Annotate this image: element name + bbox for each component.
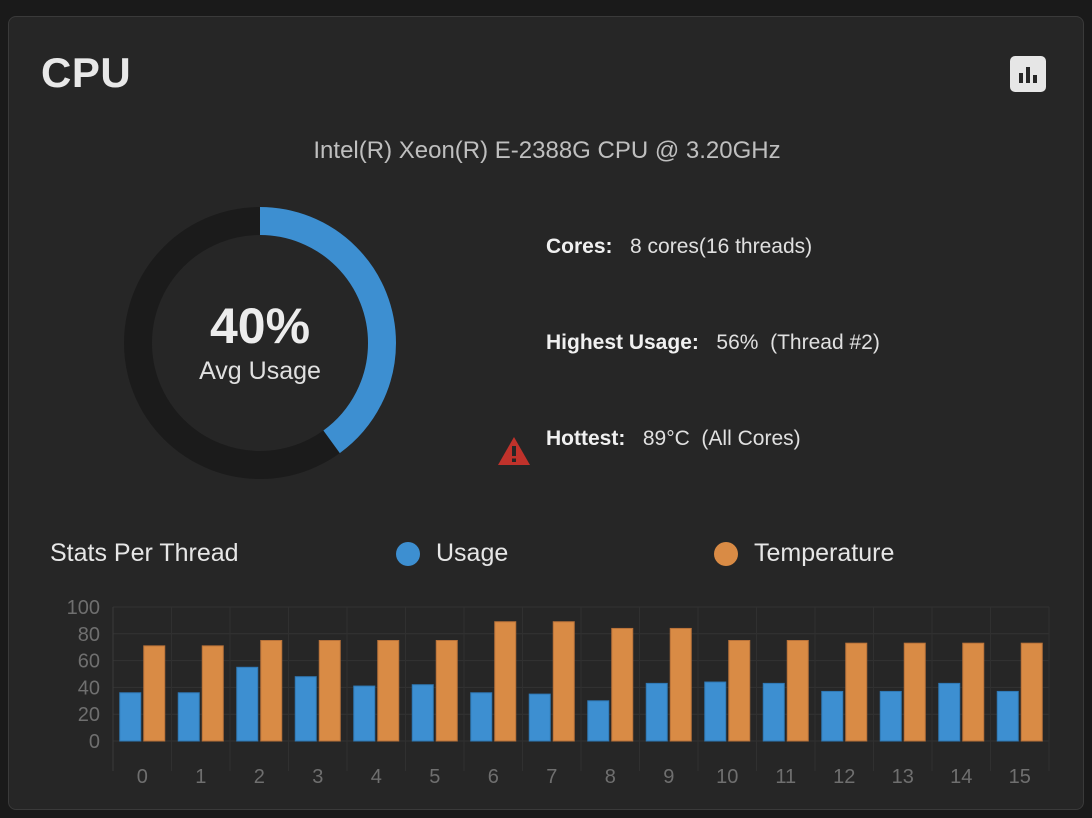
x-tick-label: 0: [137, 766, 148, 788]
bar-chart-icon[interactable]: [1010, 56, 1046, 92]
temperature-bar-7: [552, 621, 575, 742]
temperature-bar-3: [318, 640, 341, 742]
temperature-bar-9: [669, 627, 692, 742]
x-tick-label: 13: [892, 766, 914, 788]
temperature-bar-12: [845, 642, 868, 742]
temperature-bar-2: [260, 640, 283, 742]
x-tick-label: 5: [429, 766, 440, 788]
legend-temperature[interactable]: Temperature: [714, 539, 894, 568]
cores-label: Cores:: [546, 235, 613, 258]
y-tick-label: 100: [67, 597, 100, 619]
stats-per-thread-title: Stats Per Thread: [50, 539, 239, 567]
usage-bar-10: [704, 681, 727, 742]
temperature-bar-15: [1020, 642, 1043, 742]
legend-temperature-label: Temperature: [754, 539, 895, 567]
hottest-value: 89°C (All Cores): [642, 427, 801, 450]
temperature-bar-8: [611, 627, 634, 742]
temperature-bar-13: [903, 642, 926, 742]
x-tick-label: 11: [775, 766, 796, 788]
avg-usage-value: 40%: [209, 297, 311, 354]
x-tick-label: 3: [312, 766, 323, 788]
usage-bar-3: [294, 676, 317, 742]
gauge-arc: [124, 207, 396, 479]
legend-temperature-dot: [714, 541, 738, 566]
highest-usage-label: Highest Usage:: [546, 331, 699, 354]
x-tick-label: 10: [716, 766, 738, 788]
usage-bar-13: [879, 690, 902, 742]
usage-bar-5: [411, 684, 434, 742]
warning-triangle-icon: [498, 437, 530, 465]
x-tick-label: 12: [833, 766, 855, 788]
temperature-bar-5: [435, 640, 458, 742]
usage-bar-12: [821, 690, 844, 742]
temperature-bar-11: [786, 640, 809, 742]
x-tick-label: 4: [371, 766, 382, 788]
usage-bar-0: [119, 692, 142, 742]
highest-usage-row: Highest Usage: 56% (Thread #2): [546, 331, 880, 355]
x-tick-label: 7: [546, 766, 557, 788]
hottest-label: Hottest:: [546, 427, 626, 450]
usage-bar-4: [353, 685, 376, 742]
usage-bar-7: [528, 693, 551, 742]
temperature-bar-4: [377, 640, 400, 742]
legend-usage[interactable]: Usage: [396, 539, 508, 568]
cores-value: 8 cores(16 threads): [630, 235, 813, 258]
gauge-center: 40% Avg Usage: [124, 207, 396, 479]
usage-bar-8: [587, 700, 610, 742]
temperature-bar-14: [962, 642, 985, 742]
temperature-bar-6: [494, 621, 517, 742]
temperature-bar-10: [728, 640, 751, 742]
card-title: CPU: [41, 49, 132, 96]
usage-bar-9: [645, 682, 668, 742]
x-tick-label: 2: [254, 766, 265, 788]
legend-usage-dot: [396, 541, 420, 566]
usage-bar-14: [938, 682, 961, 742]
hottest-row: Hottest: 89°C (All Cores): [546, 427, 801, 451]
y-tick-label: 60: [78, 651, 100, 673]
usage-bar-6: [470, 692, 493, 742]
y-tick-label: 80: [78, 624, 100, 646]
usage-bar-1: [177, 692, 200, 742]
y-tick-label: 0: [89, 731, 100, 753]
x-tick-label: 1: [195, 766, 206, 788]
temperature-bar-1: [201, 645, 224, 742]
x-tick-label: 9: [663, 766, 674, 788]
usage-gauge: [124, 207, 396, 479]
cpu-model: Intel(R) Xeon(R) E-2388G CPU @ 3.20GHz: [313, 137, 781, 164]
usage-bar-11: [762, 682, 785, 742]
cpu-card: CPU Intel(R) Xeon(R) E-2388G CPU @ 3.20G…: [8, 16, 1084, 810]
highest-usage-value: 56% (Thread #2): [716, 331, 880, 354]
y-tick-label: 20: [78, 704, 100, 726]
legend-usage-label: Usage: [436, 539, 509, 567]
avg-usage-caption: Avg Usage: [199, 356, 321, 385]
x-tick-label: 14: [950, 766, 972, 788]
x-tick-label: 8: [605, 766, 616, 788]
y-tick-label: 40: [78, 677, 100, 699]
x-tick-label: 15: [1009, 766, 1031, 788]
temperature-bar-0: [143, 645, 166, 742]
x-tick-label: 6: [488, 766, 499, 788]
cores-row: Cores: 8 cores(16 threads): [546, 235, 812, 259]
usage-bar-2: [236, 666, 259, 742]
usage-bar-15: [996, 690, 1019, 742]
